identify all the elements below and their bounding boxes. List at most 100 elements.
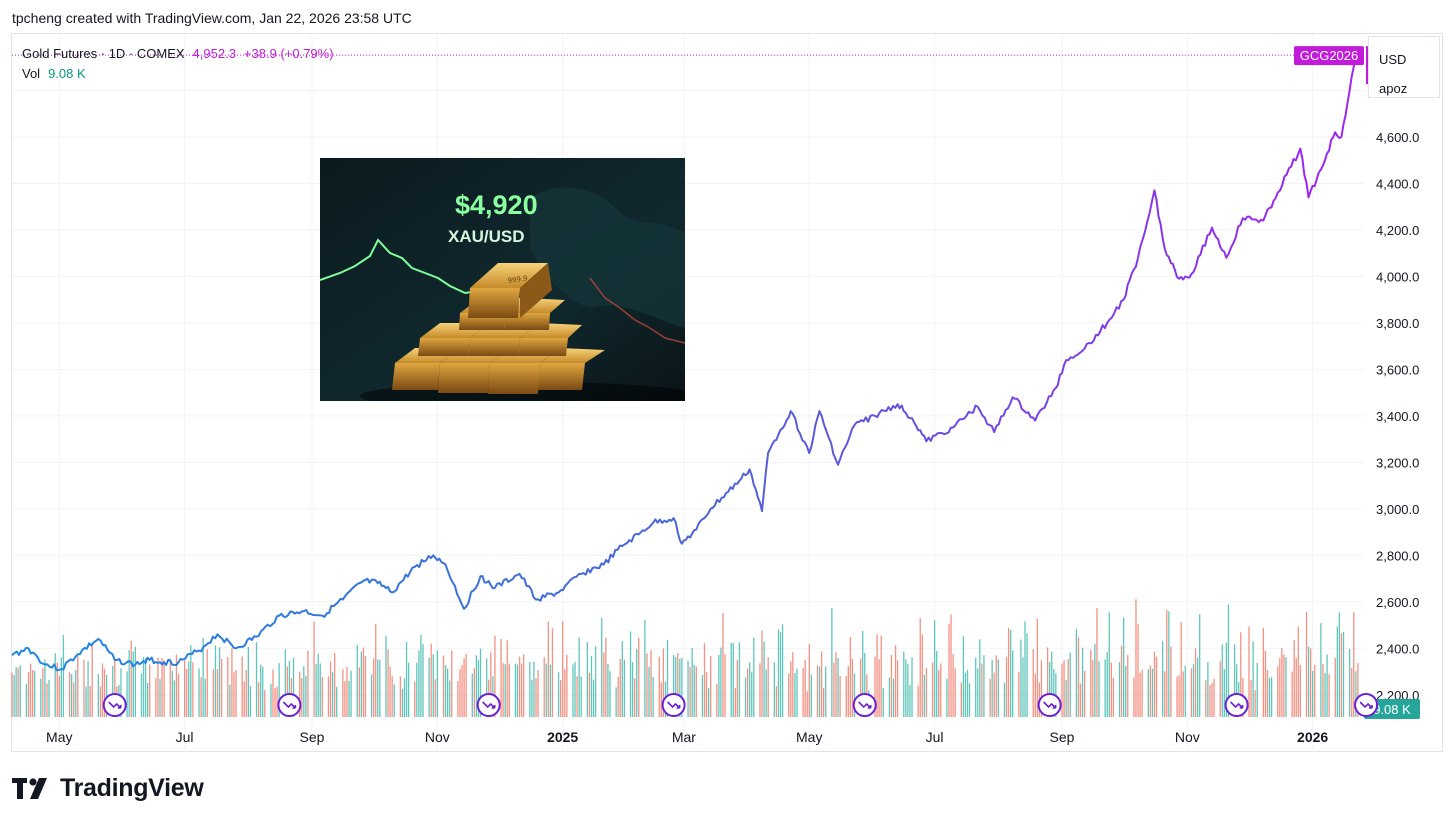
volume-bar bbox=[638, 637, 640, 717]
volume-bar bbox=[1090, 649, 1092, 717]
volume-bar bbox=[132, 651, 134, 717]
volume-bar bbox=[1110, 662, 1112, 717]
volume-bar bbox=[1104, 659, 1106, 717]
volume-bar bbox=[1118, 662, 1121, 717]
volume-bar bbox=[149, 664, 151, 717]
volume-bar bbox=[917, 685, 919, 717]
volume-bar bbox=[405, 641, 408, 717]
volume-bar bbox=[479, 648, 482, 717]
volume-bar bbox=[804, 659, 806, 717]
volume-bar bbox=[1075, 629, 1078, 717]
volume-bar bbox=[718, 654, 720, 717]
y-tick-label: 4,600.0 bbox=[1376, 130, 1419, 145]
volume-bar bbox=[773, 662, 775, 717]
volume-bar bbox=[1196, 657, 1199, 717]
x-tick-label: Jul bbox=[176, 729, 194, 745]
volume-bar bbox=[551, 628, 554, 717]
volume-bar bbox=[839, 675, 841, 717]
volume-bar bbox=[1211, 682, 1213, 717]
legend-symbol[interactable]: Gold Futures · 1D · COMEX bbox=[22, 46, 185, 61]
volume-bar bbox=[428, 657, 430, 717]
volume-bar bbox=[880, 635, 882, 717]
volume-bar bbox=[11, 672, 13, 717]
symbol-tag-label: GCG2026 bbox=[1300, 48, 1359, 63]
volume-bar bbox=[1236, 664, 1238, 717]
volume-bar bbox=[734, 687, 736, 717]
legend-vol-label[interactable]: Vol bbox=[22, 66, 41, 81]
volume-bar bbox=[360, 651, 363, 717]
volume-bar bbox=[434, 679, 436, 717]
volume-bar bbox=[523, 654, 525, 717]
volume-bar bbox=[751, 671, 753, 717]
legend-change: +38.9 (+0.79%) bbox=[243, 46, 334, 61]
volume-bar bbox=[788, 673, 790, 717]
volume-bar bbox=[925, 667, 928, 717]
scale-mode-label[interactable]: apoz bbox=[1379, 81, 1408, 96]
volume-bar bbox=[183, 660, 186, 717]
volume-bar bbox=[1299, 664, 1302, 717]
price-scale-unit-box[interactable]: USD apoz bbox=[1368, 36, 1440, 98]
volume-bar bbox=[896, 660, 899, 717]
volume-bar bbox=[578, 637, 580, 717]
volume-bar bbox=[1297, 626, 1299, 717]
volume-bar bbox=[1170, 646, 1172, 717]
volume-bar bbox=[707, 688, 710, 717]
volume-bar bbox=[695, 666, 697, 717]
volume-bar bbox=[1314, 664, 1316, 717]
volume-bar bbox=[364, 656, 367, 717]
event-marker-arrow-icon bbox=[1230, 701, 1244, 709]
volume-bar bbox=[946, 678, 948, 717]
x-tick-label: May bbox=[46, 729, 72, 745]
volume-bar bbox=[808, 644, 810, 717]
volume-bar bbox=[192, 662, 194, 717]
price-line-series[interactable] bbox=[11, 54, 1357, 672]
volume-bar bbox=[461, 665, 463, 717]
volume-bar bbox=[705, 672, 708, 717]
volume-bar bbox=[190, 645, 192, 717]
currency-label[interactable]: USD bbox=[1379, 52, 1407, 67]
volume-bar bbox=[1205, 680, 1207, 717]
volume-bar bbox=[475, 655, 478, 717]
volume-bar bbox=[761, 630, 763, 717]
volume-bar bbox=[1049, 662, 1051, 717]
tradingview-logo[interactable]: TradingView bbox=[12, 774, 204, 803]
volume-bar bbox=[876, 634, 878, 717]
volume-bar bbox=[765, 669, 767, 717]
volume-bar bbox=[276, 686, 278, 717]
volume-bar bbox=[216, 669, 219, 717]
volume-badge-label: 9.08 K bbox=[1373, 702, 1411, 717]
volume-bar bbox=[609, 671, 611, 717]
volume-bar bbox=[1328, 674, 1330, 717]
volume-bar bbox=[126, 671, 128, 717]
volume-bar bbox=[845, 676, 847, 717]
volume-bar bbox=[1225, 642, 1228, 717]
x-tick-label: 2025 bbox=[547, 729, 578, 745]
legend-vol-value: 9.08 K bbox=[48, 66, 86, 81]
x-tick-label: Mar bbox=[672, 729, 696, 745]
volume-bar bbox=[1190, 668, 1193, 717]
volume-bar bbox=[892, 678, 895, 717]
volume-bar bbox=[348, 680, 350, 717]
volume-bar bbox=[588, 672, 591, 717]
volume-bar bbox=[693, 664, 695, 717]
volume-bar bbox=[1053, 669, 1055, 717]
volume-bar bbox=[545, 663, 547, 717]
volume-bar bbox=[989, 678, 991, 717]
volume-bar bbox=[615, 687, 617, 717]
volume-bar bbox=[1127, 655, 1129, 717]
volume-bar bbox=[235, 669, 237, 717]
volume-bar bbox=[557, 672, 560, 717]
volume-bar bbox=[1125, 665, 1127, 717]
volume-bar bbox=[198, 668, 200, 717]
volume-bar bbox=[1018, 671, 1020, 717]
volume-bar bbox=[831, 607, 833, 717]
volume-bar bbox=[1268, 678, 1271, 717]
volume-bar bbox=[652, 676, 654, 717]
volume-bar bbox=[157, 657, 159, 717]
volume-bar bbox=[436, 650, 439, 717]
tradingview-logo-icon bbox=[12, 777, 47, 799]
volume-bar bbox=[1322, 663, 1324, 717]
volume-bar bbox=[403, 678, 406, 717]
volume-bar bbox=[580, 676, 582, 717]
